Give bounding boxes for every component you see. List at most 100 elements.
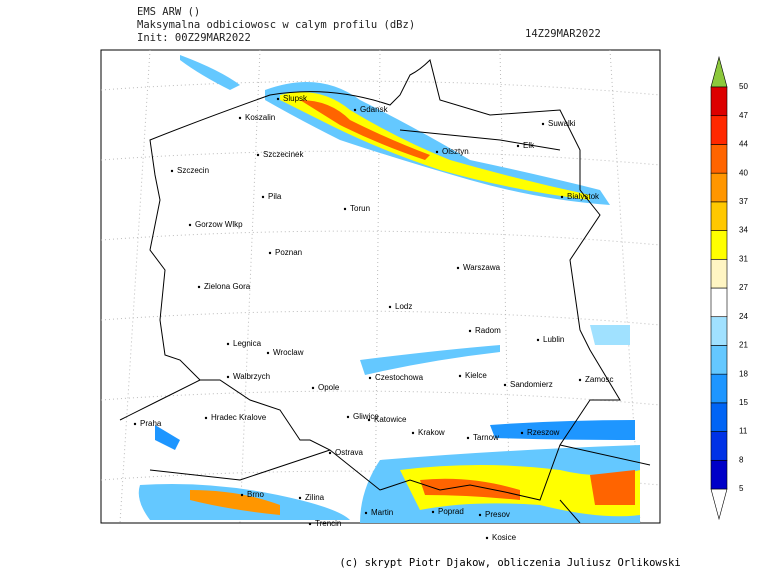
colorbar: 5 8 11 15 18 21 24 27 31 34 37 40 44 47 50 <box>710 55 748 521</box>
city-dot <box>266 351 270 355</box>
city-label: Walbrzych <box>233 372 270 381</box>
city-label: Legnica <box>233 339 262 348</box>
colorbar-segment <box>710 316 728 346</box>
city-label: Koszalin <box>245 113 275 122</box>
city-dot <box>226 375 230 379</box>
city-dot <box>578 378 582 382</box>
city-dot <box>261 195 265 199</box>
colorbar-label: 18 <box>739 369 748 378</box>
city-label: Zamosc <box>585 375 613 384</box>
city-label: Hradec Kralove <box>211 413 267 422</box>
city-label: Katowice <box>374 415 407 424</box>
city-label: Opole <box>318 383 340 392</box>
city-dot <box>353 108 357 112</box>
colorbar-label: 50 <box>739 82 748 91</box>
colorbar-label: 37 <box>739 197 748 206</box>
city-label: Lublin <box>543 335 564 344</box>
colorbar-segment <box>710 373 728 404</box>
city-dot <box>466 436 470 440</box>
city-dot <box>367 418 371 422</box>
city-label: Kielce <box>465 371 487 380</box>
city-label: Slupsk <box>283 94 308 103</box>
colorbar-label: 44 <box>739 140 748 149</box>
colorbar-below <box>710 488 728 521</box>
city-dot <box>226 342 230 346</box>
city-label: Wroclaw <box>273 348 304 357</box>
city-label: Brno <box>247 490 264 499</box>
city-dot <box>256 153 260 157</box>
city-label: Pila <box>268 192 282 201</box>
city-label: Gliwice <box>353 412 379 421</box>
colorbar-segment <box>710 287 728 318</box>
init-time: Init: 00Z29MAR2022 <box>137 32 251 44</box>
city-label: Czestochowa <box>375 373 424 382</box>
city-dot <box>431 510 435 514</box>
city-dot <box>368 376 372 380</box>
city-label: Presov <box>485 510 510 519</box>
city-label: Praha <box>140 419 162 428</box>
city-label: Poprad <box>438 507 464 516</box>
city-dot <box>503 383 507 387</box>
city-label: Olsztyn <box>442 147 469 156</box>
city-dot <box>468 329 472 333</box>
colorbar-segment <box>710 402 728 432</box>
city-dot <box>485 536 489 540</box>
city-dot <box>411 431 415 435</box>
colorbar-segment <box>710 144 728 174</box>
colorbar-segment <box>710 230 728 260</box>
city-label: Szczecin <box>177 166 209 175</box>
city-label: Radom <box>475 326 501 335</box>
colorbar-segment <box>710 86 728 117</box>
city-dot <box>541 122 545 126</box>
colorbar-segment <box>710 258 728 289</box>
colorbar-label: 40 <box>739 168 748 177</box>
radar-echoes <box>138 55 640 523</box>
city-label: Tarnow <box>473 433 499 442</box>
colorbar-label: 24 <box>739 312 748 321</box>
city-dot <box>478 513 482 517</box>
colorbar-label: 8 <box>739 455 744 464</box>
city-dot <box>435 150 439 154</box>
city-label: Suwalki <box>548 119 576 128</box>
city-dot <box>456 266 460 270</box>
city-dot <box>298 496 302 500</box>
colorbar-label: 47 <box>739 111 748 120</box>
colorbar-segment <box>710 172 728 203</box>
colorbar-label: 11 <box>739 427 748 436</box>
city-label: Zilina <box>305 493 325 502</box>
city-label: Ostrava <box>335 448 364 457</box>
borders <box>119 59 651 524</box>
colorbar-label: 27 <box>739 283 748 292</box>
city-dot <box>520 431 524 435</box>
colorbar-segment <box>710 459 728 490</box>
city-dot <box>343 207 347 211</box>
city-label: Rzeszow <box>527 428 560 437</box>
colorbar-above <box>710 55 728 88</box>
city-label: Lodz <box>395 302 412 311</box>
city-dot <box>364 511 368 515</box>
city-label: Trencin <box>315 519 341 528</box>
city-dot <box>197 285 201 289</box>
city-label: Zielona Gora <box>204 282 251 291</box>
city-label: Krakow <box>418 428 445 437</box>
city-dot <box>133 422 137 426</box>
colorbar-segment <box>710 201 728 231</box>
colorbar-label: 21 <box>739 341 748 350</box>
city-dot <box>346 415 350 419</box>
city-label: Martin <box>371 508 393 517</box>
city-label: Poznan <box>275 248 302 257</box>
colorbar-segment <box>710 345 728 375</box>
city-dot <box>204 416 208 420</box>
city-dot <box>311 386 315 390</box>
city-label: Bialystok <box>567 192 600 201</box>
credit: (c) skrypt Piotr Djakow, obliczenia Juli… <box>339 557 680 569</box>
city-dot <box>458 374 462 378</box>
map-grid <box>100 49 661 524</box>
city-label: Sandomierz <box>510 380 553 389</box>
city-dot <box>276 97 280 101</box>
city-label: Kosice <box>492 533 517 542</box>
city-dot <box>560 195 564 199</box>
model-title: EMS ARW () <box>137 6 200 18</box>
city-dot <box>328 451 332 455</box>
